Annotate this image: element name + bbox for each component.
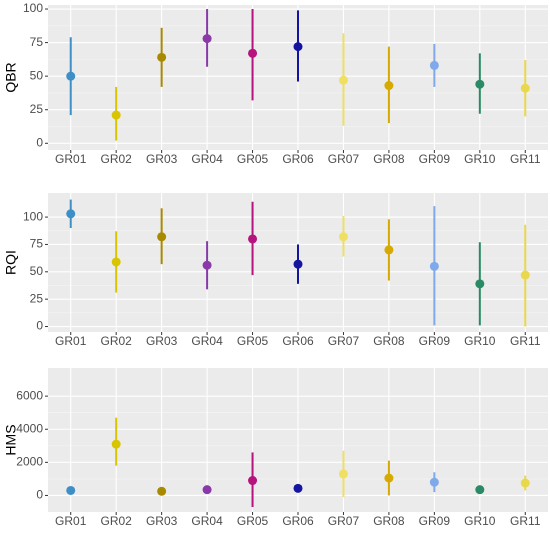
mean-point (520, 478, 530, 488)
mean-point (475, 485, 485, 495)
y-axis-title: HMS (3, 424, 19, 455)
x-tick-label: GR01 (55, 334, 87, 348)
mean-point (248, 476, 258, 486)
y-tick-label: 2000 (16, 455, 43, 469)
mean-point (248, 234, 258, 244)
x-tick-label: GR03 (146, 514, 178, 528)
mean-point (429, 60, 439, 70)
mean-point (475, 279, 485, 289)
x-tick-label: GR01 (55, 152, 87, 166)
x-tick-label: GR11 (510, 152, 541, 166)
mean-point (338, 75, 348, 85)
mean-point (66, 71, 76, 81)
x-tick-label: GR05 (237, 334, 269, 348)
mean-point (520, 270, 530, 280)
mean-point (429, 261, 439, 271)
x-tick-label: GR04 (191, 152, 223, 166)
y-tick-label: 4000 (16, 421, 43, 435)
x-tick-label: GR06 (282, 334, 314, 348)
mean-point (293, 259, 303, 269)
x-tick-label: GR05 (237, 514, 269, 528)
mean-point (384, 473, 394, 483)
mean-point (202, 34, 212, 44)
mean-point (248, 48, 258, 58)
mean-point (66, 485, 76, 495)
y-axis-title: RQI (3, 250, 19, 275)
x-tick-label: GR04 (191, 514, 223, 528)
x-tick-label: GR10 (464, 514, 496, 528)
x-tick-label: GR07 (328, 334, 360, 348)
x-tick-label: GR02 (101, 334, 133, 348)
x-tick-label: GR09 (419, 152, 451, 166)
mean-point (111, 110, 121, 120)
y-tick-label: 75 (30, 237, 44, 251)
mean-point (157, 486, 167, 496)
mean-point (338, 469, 348, 479)
y-tick-label: 100 (23, 209, 43, 223)
mean-point (429, 477, 439, 487)
x-tick-label: GR10 (464, 334, 496, 348)
x-tick-label: GR08 (373, 514, 405, 528)
mean-point (384, 245, 394, 255)
mean-point (475, 79, 485, 89)
x-tick-label: GR07 (328, 514, 360, 528)
y-tick-label: 0 (36, 135, 43, 149)
x-tick-label: GR07 (328, 152, 360, 166)
mean-point (202, 485, 212, 495)
x-tick-label: GR09 (419, 514, 451, 528)
mean-point (520, 83, 530, 93)
x-tick-label: GR01 (55, 514, 87, 528)
mean-point (111, 439, 121, 449)
mean-point (111, 257, 121, 267)
x-tick-label: GR03 (146, 152, 178, 166)
y-tick-label: 25 (30, 102, 44, 116)
x-tick-label: GR03 (146, 334, 178, 348)
mean-point (293, 42, 303, 52)
y-tick-label: 0 (36, 488, 43, 502)
x-tick-label: GR06 (282, 152, 314, 166)
y-tick-label: 50 (30, 68, 44, 82)
mean-point (157, 52, 167, 62)
x-tick-label: GR02 (101, 514, 133, 528)
x-tick-label: GR10 (464, 152, 496, 166)
x-tick-label: GR05 (237, 152, 269, 166)
y-tick-label: 50 (30, 264, 44, 278)
y-tick-label: 25 (30, 291, 44, 305)
y-axis-title: QBR (3, 62, 19, 92)
x-tick-label: GR06 (282, 514, 314, 528)
x-tick-label: GR08 (373, 152, 405, 166)
x-tick-label: GR11 (510, 514, 541, 528)
y-tick-label: 6000 (16, 388, 43, 402)
mean-point (338, 232, 348, 242)
y-tick-label: 75 (30, 35, 44, 49)
mean-point (384, 81, 394, 91)
x-tick-label: GR08 (373, 334, 405, 348)
x-tick-label: GR11 (510, 334, 541, 348)
x-tick-label: GR09 (419, 334, 451, 348)
mean-point (157, 232, 167, 242)
x-tick-label: GR04 (191, 334, 223, 348)
mean-point (66, 209, 76, 219)
mean-point (293, 483, 303, 493)
y-tick-label: 0 (36, 319, 43, 333)
x-tick-label: GR02 (101, 152, 133, 166)
mean-point (202, 260, 212, 270)
y-tick-label: 100 (23, 1, 43, 15)
